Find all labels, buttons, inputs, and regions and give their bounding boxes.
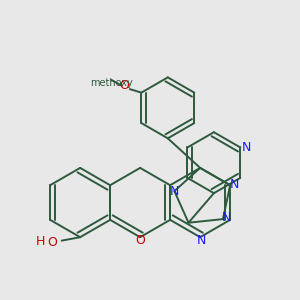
Text: O: O xyxy=(119,79,129,92)
Text: N: N xyxy=(170,184,179,198)
Text: N: N xyxy=(230,178,239,190)
Text: O: O xyxy=(135,234,145,247)
Text: methoxy: methoxy xyxy=(90,78,133,88)
Text: N: N xyxy=(242,141,251,154)
Text: O: O xyxy=(47,236,57,250)
Text: H: H xyxy=(36,235,46,248)
Text: N: N xyxy=(222,212,231,224)
Text: N: N xyxy=(196,234,206,247)
